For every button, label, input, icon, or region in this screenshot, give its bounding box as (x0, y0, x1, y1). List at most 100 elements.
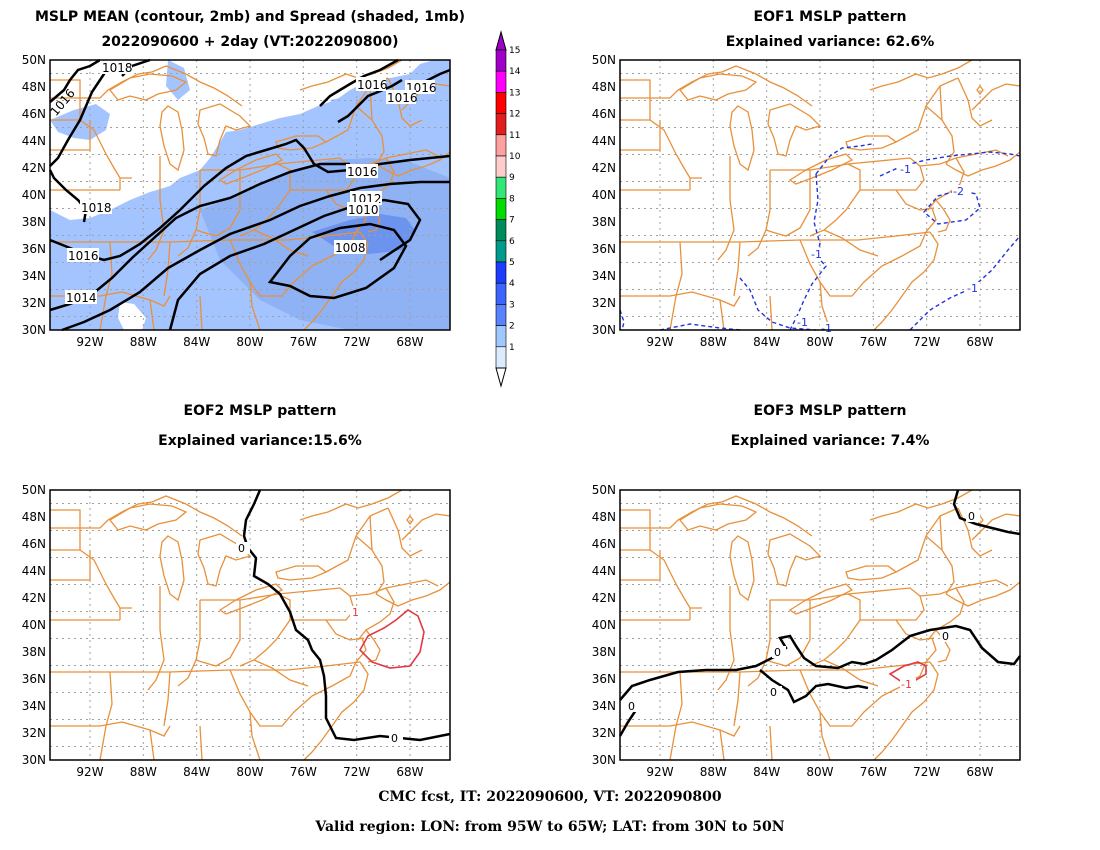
lat-tick-label: 38N (592, 645, 616, 659)
eof3-contour-labels: 0 0 0 0 0 -1 (626, 510, 980, 713)
svg-text:1014: 1014 (66, 291, 97, 305)
colorbar-swatch (495, 49, 507, 72)
colorbar-label: 13 (509, 88, 520, 98)
lon-tick-label: 68W (396, 765, 423, 779)
lat-tick-label: 30N (592, 323, 616, 337)
lat-tick-label: 50N (22, 483, 46, 497)
lat-tick-label: 46N (22, 107, 46, 121)
lon-tick-label: 92W (646, 765, 673, 779)
lon-tick-label: 68W (396, 335, 423, 349)
svg-text:-1: -1 (811, 248, 822, 261)
svg-text:-1: -1 (901, 678, 912, 691)
svg-text:-2: -2 (953, 185, 964, 198)
colorbar-top-arrow (495, 30, 507, 51)
colorbar-label: 11 (509, 131, 520, 141)
colorbar-swatch (495, 113, 507, 136)
colorbar-label: 4 (509, 279, 515, 289)
svg-text:1016: 1016 (347, 165, 378, 179)
eof1-title-line2: Explained variance: 62.6% (725, 34, 935, 50)
lon-tick-label: 72W (913, 765, 940, 779)
svg-text:-1: -1 (821, 322, 832, 335)
colorbar-label: 1 (509, 343, 515, 353)
colorbar-label: 14 (509, 67, 521, 77)
lat-tick-label: 46N (22, 537, 46, 551)
svg-text:0: 0 (238, 542, 245, 555)
lon-tick-label: 68W (966, 765, 993, 779)
colorbar-label: 15 (509, 46, 520, 56)
colorbar-swatch (495, 282, 507, 305)
footer-line2: Valid region: LON: from 95W to 65W; LAT:… (315, 819, 785, 835)
lon-tick-label: 84W (183, 335, 210, 349)
colorbar-label: 10 (509, 152, 521, 162)
svg-text:-1: -1 (900, 163, 911, 176)
colorbar-swatch (495, 346, 507, 369)
colorbar-swatch (495, 134, 507, 157)
lon-tick-label: 76W (860, 335, 887, 349)
eof3-panel: 0 0 0 0 0 -1 (618, 489, 1021, 761)
mean-title-line1: MSLP MEAN (contour, 2mb) and Spread (sha… (35, 9, 465, 25)
lat-tick-label: 34N (592, 269, 616, 283)
lat-tick-label: 36N (22, 242, 46, 256)
svg-text:1016: 1016 (68, 249, 99, 263)
colorbar-swatch (495, 261, 507, 284)
lat-tick-label: 46N (592, 537, 616, 551)
lon-tick-label: 92W (76, 765, 103, 779)
colorbar-swatch (495, 176, 507, 199)
lat-tick-label: 42N (592, 591, 616, 605)
lat-tick-label: 40N (592, 618, 616, 632)
lat-tick-label: 38N (592, 215, 616, 229)
svg-text:-1: -1 (967, 282, 978, 295)
lon-tick-label: 92W (646, 335, 673, 349)
mean-title-line2: 2022090600 + 2day (VT:2022090800) (101, 34, 399, 50)
lat-tick-label: 44N (592, 134, 616, 148)
eof1-panel: -1 -2 -1 -1 -1 -1 (619, 59, 1021, 335)
colorbar-swatch (495, 198, 507, 220)
lat-tick-label: 50N (22, 53, 46, 67)
lat-tick-label: 42N (22, 161, 46, 175)
lon-tick-label: 76W (290, 765, 317, 779)
lon-tick-label: 76W (860, 765, 887, 779)
colorbar-swatch (495, 70, 507, 93)
lon-tick-label: 68W (966, 335, 993, 349)
colorbar-label: 6 (509, 237, 515, 247)
lat-tick-label: 40N (22, 188, 46, 202)
colorbar-label: 3 (509, 300, 515, 310)
eof2-title-line2: Explained variance:15.6% (158, 433, 362, 449)
lat-tick-label: 46N (592, 107, 616, 121)
lat-tick-label: 44N (22, 564, 46, 578)
eof2-contour-labels: 0 0 1 (236, 542, 403, 745)
lat-tick-label: 36N (592, 672, 616, 686)
lat-tick-label: 32N (592, 296, 616, 310)
lat-tick-label: 48N (22, 80, 46, 94)
lon-tick-label: 72W (343, 765, 370, 779)
colorbar-swatch (495, 155, 507, 178)
lon-tick-label: 84W (753, 765, 780, 779)
lon-tick-label: 84W (183, 765, 210, 779)
lon-tick-label: 72W (913, 335, 940, 349)
svg-text:0: 0 (391, 732, 398, 745)
lon-tick-label: 76W (290, 335, 317, 349)
svg-text:0: 0 (774, 646, 781, 659)
lon-tick-label: 80W (806, 765, 833, 779)
colorbar-swatch (495, 304, 507, 326)
svg-text:1016: 1016 (357, 78, 388, 92)
lat-tick-label: 50N (592, 483, 616, 497)
lat-tick-label: 42N (22, 591, 46, 605)
lat-tick-label: 30N (592, 753, 616, 767)
lon-tick-label: 92W (76, 335, 103, 349)
lat-tick-label: 32N (22, 296, 46, 310)
lat-tick-label: 30N (22, 753, 46, 767)
lat-tick-label: 36N (592, 242, 616, 256)
spread-colorbar: 15 14 13 12 11 10 9 8 7 6 5 4 3 2 1 (495, 30, 521, 388)
lat-tick-label: 42N (592, 161, 616, 175)
colorbar-label: 2 (509, 322, 515, 332)
footer-line1: CMC fcst, IT: 2022090600, VT: 2022090800 (378, 789, 722, 805)
mean-panel: 1018 1016 1016 1016 1016 1018 1016 1014 … (47, 58, 451, 332)
lat-tick-label: 32N (22, 726, 46, 740)
lat-tick-label: 40N (22, 618, 46, 632)
colorbar-swatch (495, 92, 507, 114)
mean-contour-labels: 1018 1016 1016 1016 1016 1018 1016 1014 … (47, 60, 437, 305)
eof2-title-line1: EOF2 MSLP pattern (183, 403, 337, 419)
colorbar-swatch (495, 219, 507, 242)
